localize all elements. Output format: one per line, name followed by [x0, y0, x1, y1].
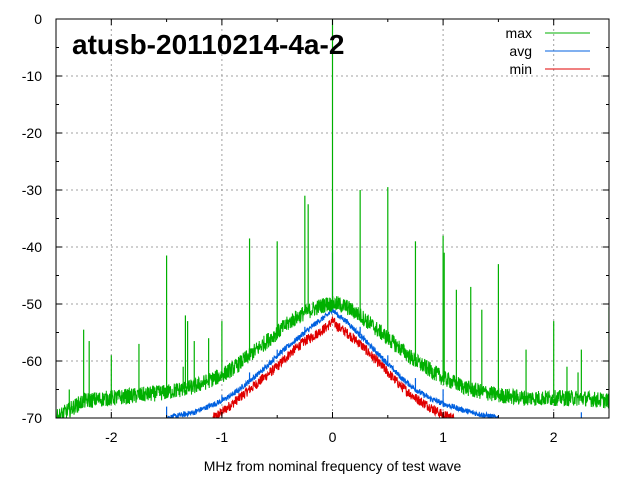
legend-label-max: max: [506, 25, 532, 41]
series-min-line: [212, 316, 455, 418]
x-tick-label: 1: [439, 429, 447, 445]
y-tick-label: -70: [22, 410, 42, 426]
x-tick-label: -2: [105, 429, 118, 445]
chart-title: atusb-20110214-4a-2: [72, 29, 344, 60]
axis-ticks: [55, 18, 610, 419]
y-tick-label: -10: [22, 68, 42, 84]
legend-label-avg: avg: [509, 43, 532, 59]
tick-labels: -2 -1 0 1 20-10-20-30-40-50-60-70: [22, 11, 558, 445]
x-tick-label: -1: [216, 429, 229, 445]
x-tick-label: 2: [550, 429, 558, 445]
y-tick-label: -60: [22, 353, 42, 369]
series-layer: [56, 19, 609, 418]
y-tick-label: 0: [34, 11, 42, 27]
y-tick-label: -40: [22, 239, 42, 255]
legend: max avg min: [506, 25, 590, 77]
x-tick-label: 0: [329, 429, 337, 445]
legend-label-min: min: [509, 61, 532, 77]
y-tick-label: -20: [22, 125, 42, 141]
x-axis-label: MHz from nominal frequency of test wave: [204, 458, 462, 474]
y-tick-label: -50: [22, 296, 42, 312]
y-tick-label: -30: [22, 182, 42, 198]
